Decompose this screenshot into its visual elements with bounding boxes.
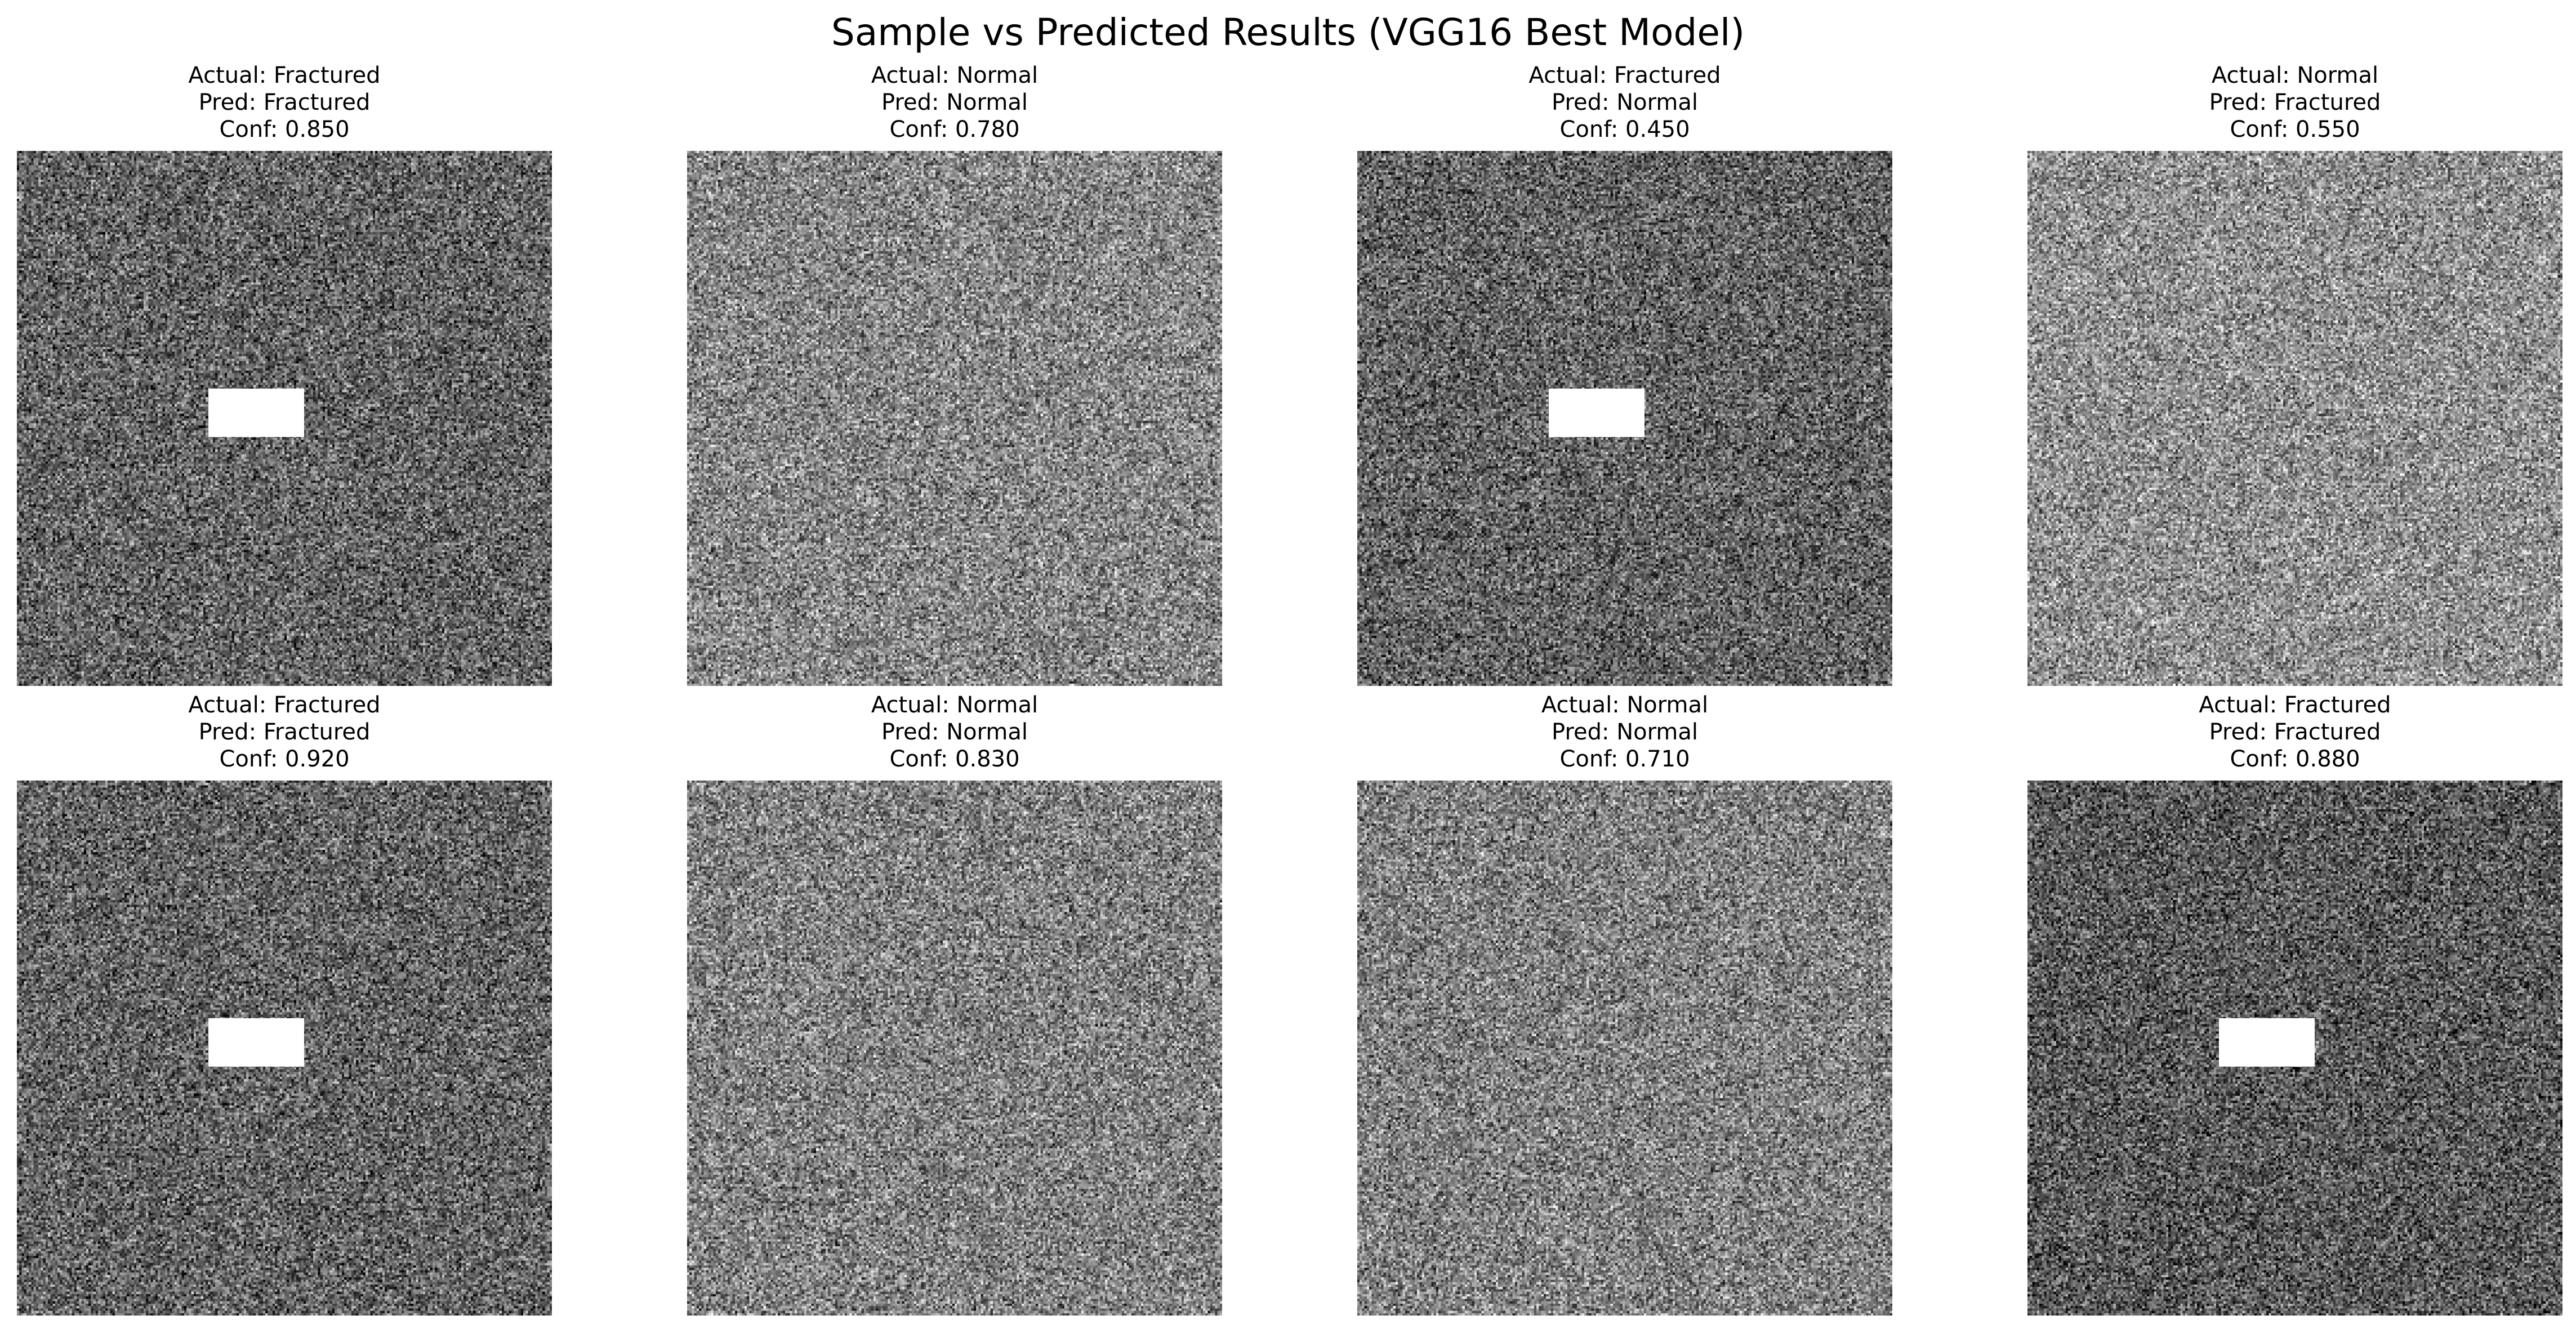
fracture-overlay [17,151,552,686]
panel-pred-label: Pred: Fractured [198,90,371,115]
figure-title: Sample vs Predicted Results (VGG16 Best … [831,11,1745,54]
panel-conf-label: Conf: 0.880 [2230,746,2360,772]
panel-pred-label: Pred: Fractured [2209,719,2381,745]
panel-title: Actual: Normal Pred: Normal Conf: 0.830 [687,692,1222,773]
fracture-overlay [1357,151,1892,686]
panel-conf-label: Conf: 0.450 [1559,117,1690,142]
xray-sample-image [687,151,1222,686]
panel-actual-label: Actual: Fractured [188,63,381,88]
xray-sample-image [2027,151,2562,686]
panel-title: Actual: Normal Pred: Normal Conf: 0.780 [687,62,1222,143]
panel-pred-label: Pred: Normal [1552,719,1698,745]
panel-conf-label: Conf: 0.550 [2230,117,2360,142]
panel-title: Actual: Fractured Pred: Normal Conf: 0.450 [1357,62,1892,143]
panel-actual-label: Actual: Normal [2211,63,2379,88]
panel-conf-label: Conf: 0.780 [889,117,1020,142]
panel-actual-label: Actual: Normal [871,692,1039,718]
panel-pred-label: Pred: Normal [1552,90,1698,115]
fracture-overlay [17,781,552,1316]
panel-conf-label: Conf: 0.850 [219,117,350,142]
panel-title: Actual: Fractured Pred: Fractured Conf: 0.… [17,62,552,143]
panel-pred-label: Pred: Normal [881,719,1028,745]
panel-pred-label: Pred: Fractured [2209,90,2381,115]
panel-title: Actual: Fractured Pred: Fractured Conf: 0.… [2027,692,2562,773]
fracture-marker [1549,389,1644,437]
panel-conf-label: Conf: 0.920 [219,746,350,772]
panel-title: Actual: Normal Pred: Normal Conf: 0.710 [1357,692,1892,773]
xray-sample-image [2027,781,2562,1316]
panel-actual-label: Actual: Fractured [1528,63,1721,88]
panel-title: Actual: Normal Pred: Fractured Conf: 0.550 [2027,62,2562,143]
panel-conf-label: Conf: 0.830 [889,746,1020,772]
panel-pred-label: Pred: Fractured [198,719,371,745]
panel-actual-label: Actual: Fractured [188,692,381,718]
fracture-marker [208,389,304,437]
panel-actual-label: Actual: Normal [871,63,1039,88]
fracture-marker [208,1018,304,1067]
panel-actual-label: Actual: Fractured [2199,692,2391,718]
fracture-marker [2219,1018,2315,1067]
xray-sample-image [687,781,1222,1316]
panel-conf-label: Conf: 0.710 [1559,746,1690,772]
panel-pred-label: Pred: Normal [881,90,1028,115]
xray-sample-image [1357,781,1892,1316]
fracture-overlay [2027,781,2562,1316]
panel-actual-label: Actual: Normal [1541,692,1709,718]
panel-title: Actual: Fractured Pred: Fractured Conf: 0.… [17,692,552,773]
